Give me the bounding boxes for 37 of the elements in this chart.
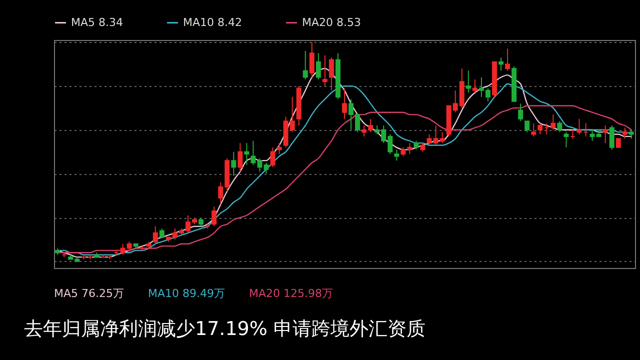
text: 去年归属净利润减少17.19% 申请跨境外汇资质 (20, 314, 430, 344)
legend-label: MA5 8.34 (71, 16, 124, 29)
legend-label: MA20 8.53 (302, 16, 362, 29)
candlestick (309, 42, 314, 78)
candlestick (557, 120, 562, 133)
candlestick (531, 122, 536, 137)
candlestick (152, 226, 158, 244)
candlestick (564, 132, 569, 148)
text: MA10 89.49万 (148, 286, 226, 301)
candlestick (498, 57, 504, 72)
candlestick (550, 114, 556, 130)
candlestick (328, 57, 334, 91)
candlestick (316, 52, 321, 80)
candlestick (622, 127, 628, 140)
text: MA20 125.98万 (249, 286, 334, 301)
candlestick (609, 125, 614, 150)
candlestick (276, 142, 282, 154)
candlestick (576, 118, 582, 135)
candlestick (238, 142, 243, 172)
candlestick (264, 162, 269, 174)
candlestick (342, 88, 347, 120)
candlestick (231, 151, 236, 176)
candlestick (472, 78, 478, 94)
candlestick (394, 149, 400, 162)
candlestick (505, 48, 510, 72)
text: MA5 76.25万 (54, 286, 124, 301)
legend-label: MA10 8.42 (183, 16, 242, 29)
candlestick (302, 50, 308, 80)
candlestick (466, 70, 471, 94)
candlestick (602, 125, 608, 144)
candlestick (270, 146, 276, 168)
candlestick (212, 206, 217, 227)
candlestick (524, 120, 530, 133)
candlestick (322, 54, 328, 87)
candlestick (538, 122, 543, 135)
candlestick (518, 103, 524, 122)
candlestick (244, 142, 250, 166)
